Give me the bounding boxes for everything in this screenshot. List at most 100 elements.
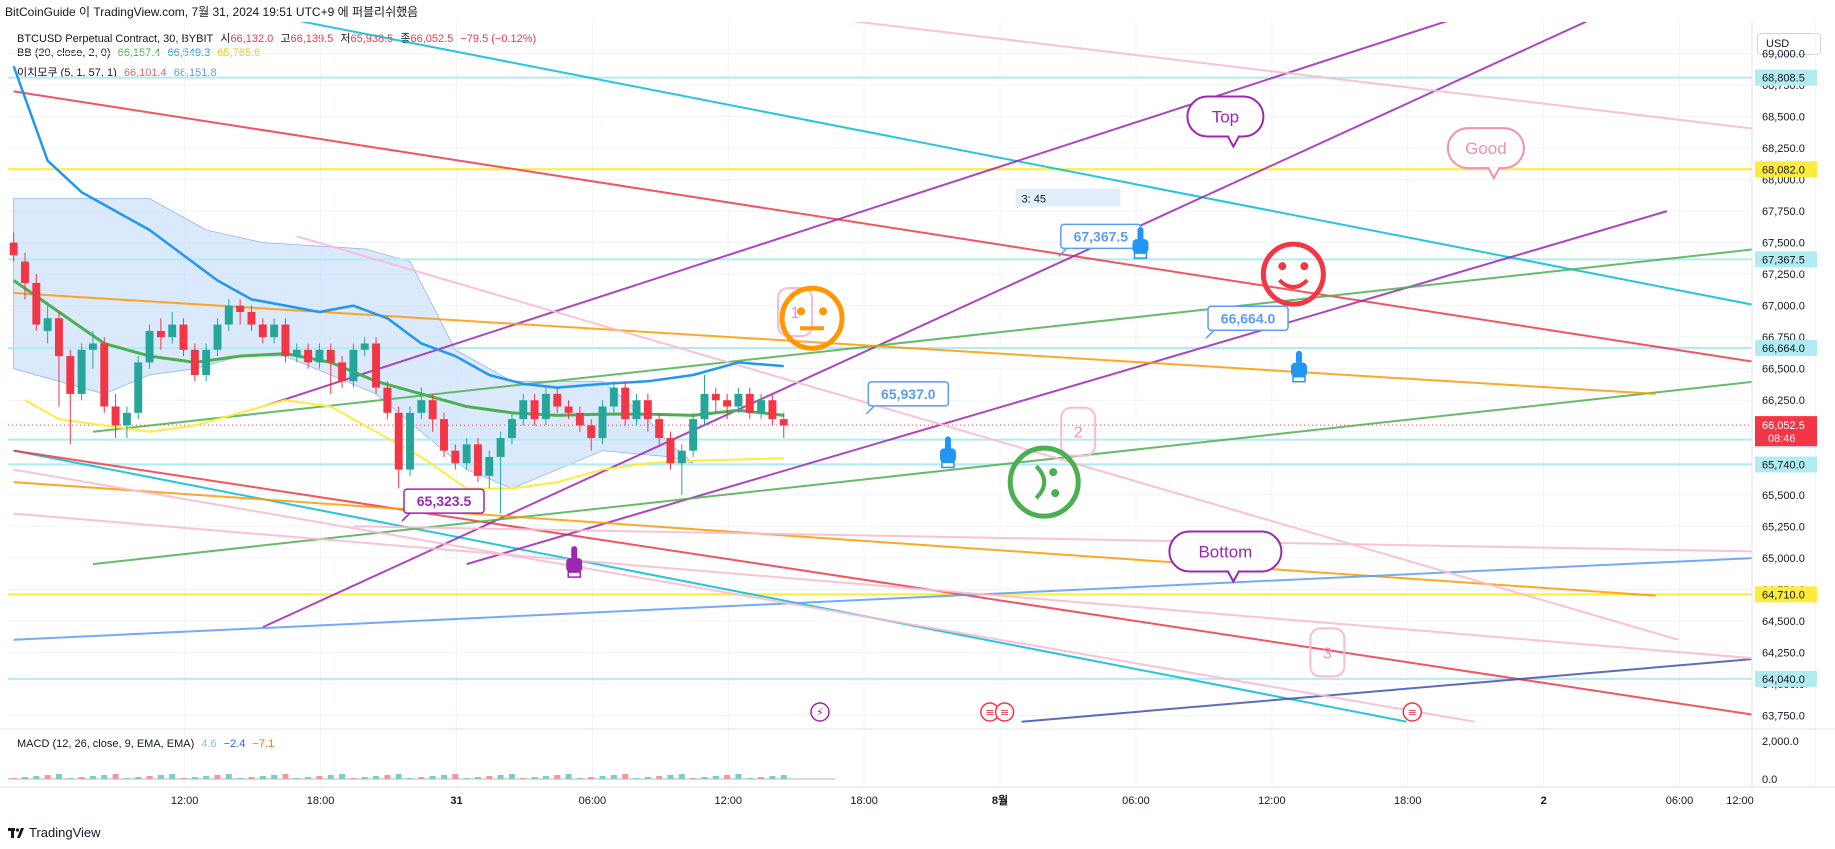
candle (292, 343, 301, 363)
currency-label: USD (1766, 38, 1790, 50)
trend-line-red-down-2 (13, 449, 1752, 716)
macd-histogram-bar (259, 776, 266, 779)
macd-histogram-bar (339, 774, 346, 779)
event-icon-circle (810, 702, 830, 722)
candle-body (338, 362, 347, 382)
candle (440, 412, 448, 457)
legend-macd-row: MACD (12, 26, close, 9, EMA, EMA) 4.6 −2… (17, 738, 274, 750)
price-level-tag-box (1755, 670, 1817, 687)
legend-close: 66,052.5 (410, 33, 454, 45)
price-tick-label: 64,250.0 (1762, 647, 1805, 659)
candle (349, 343, 358, 388)
candle-body (779, 419, 788, 426)
candle-body (66, 356, 75, 394)
event-icon-glyph: ≡ (985, 706, 994, 719)
trend-line-navy-up (1021, 658, 1752, 723)
horizontal-levels (8, 76, 1752, 680)
speech-bubble-text: Top (1212, 108, 1239, 127)
trend-line-pink-3 (13, 468, 1475, 723)
candle-body (711, 393, 720, 401)
tradingview-brand[interactable]: TradingView (8, 825, 101, 840)
event-icon-glyph: ⚡ (816, 706, 824, 719)
candle-body (304, 349, 313, 363)
candle-body (168, 324, 177, 338)
legend-ichimoku-a: 66,101.4 (123, 67, 167, 79)
legend-ichimoku-name[interactable]: 이치모쿠 (5, 1, 57, 1) (17, 67, 117, 79)
candle-body (145, 330, 154, 363)
macd-histogram-bar (225, 774, 232, 779)
price-level-tag: 68,082.0 (1755, 161, 1817, 178)
time-axis[interactable]: 12:00 18:00 31 06:00 12:00 18:00 8월 06:00 12:00 1… (0, 786, 1835, 807)
candle (530, 393, 539, 426)
candle (745, 387, 754, 420)
candle (485, 450, 494, 489)
candle-body (360, 343, 369, 350)
candle-body (474, 444, 482, 476)
macd-histogram-bar (384, 775, 391, 779)
legend-symbol[interactable]: BTCUSD Perpetual Contract, 30, BYBIT (17, 33, 214, 45)
price-tick-label: 67,750.0 (1762, 206, 1805, 218)
smile-face-icon (1260, 241, 1326, 307)
candle (270, 318, 279, 344)
macd-histogram-bar (157, 775, 164, 779)
candle-body (213, 324, 222, 350)
macd-histogram-bar (293, 778, 300, 779)
macd-histogram-bar (656, 776, 663, 779)
candle (394, 406, 403, 489)
currency-selector[interactable]: USD (1757, 33, 1821, 55)
current-price-tag-box (1755, 416, 1817, 447)
candle-body (700, 393, 709, 420)
annotation-price-callout: 67,367.5 (1058, 223, 1142, 257)
price-level-tag-box (1755, 251, 1817, 268)
hand-cuff (1292, 375, 1306, 383)
macd-histogram-bar (610, 775, 617, 779)
price-tick-label: 64,500.0 (1762, 616, 1805, 628)
candle-body (9, 242, 18, 256)
legend-bb-name[interactable]: BB (20, close, 2, 0) (17, 47, 111, 59)
candle-body (77, 349, 86, 394)
legend-open-label: 시 (220, 33, 231, 45)
macd-histogram-bar (21, 777, 28, 779)
candle-body (224, 305, 233, 325)
tradingview-logo-icon (8, 827, 24, 838)
price-tick-label: 67,250.0 (1762, 269, 1805, 281)
price-callout-box (403, 488, 485, 514)
macd-histogram-bar (67, 778, 74, 779)
candle (360, 337, 369, 357)
time-tick-label: 06:00 (1666, 795, 1694, 807)
macd-histogram-bar (712, 776, 719, 779)
price-tick-label: 68,250.0 (1762, 143, 1805, 155)
legend-macd-hist: 4.6 (201, 738, 217, 750)
legend-open: 66,132.0 (230, 33, 274, 45)
candle-body (190, 349, 199, 375)
candle-body (575, 412, 584, 426)
candle-body (326, 349, 335, 363)
annotation-number-box: 2 (1060, 406, 1097, 457)
legend-macd-name[interactable]: MACD (12, 26, close, 9, EMA, EMA) (17, 738, 195, 750)
face-eye (819, 307, 828, 316)
macd-histogram-bar (735, 774, 742, 779)
candle (202, 343, 211, 382)
time-tick-label: 18:00 (850, 795, 878, 807)
candle (281, 318, 290, 363)
macd-histogram-bar (305, 777, 312, 779)
legend-macd-signal: −7.1 (252, 738, 275, 750)
price-callout-text: 65,937.0 (881, 386, 936, 402)
macd-histogram-bar (520, 778, 527, 779)
price-level-tag-text: 65,740.0 (1762, 460, 1805, 472)
candle-body (440, 419, 448, 451)
candle (507, 412, 516, 445)
face-eye (1300, 262, 1309, 271)
candle-body (179, 324, 188, 350)
candle (677, 444, 686, 495)
candle (258, 318, 267, 344)
macd-histogram-bar (112, 774, 119, 779)
macd-histogram-bar (565, 774, 572, 779)
event-lightning-icon: ⚡ (810, 702, 830, 722)
candle (383, 381, 392, 420)
candle (564, 400, 573, 420)
macd-tick-label: 0.0 (1762, 774, 1777, 786)
number-box-text: 3 (1323, 645, 1332, 662)
macd-histogram-bar (701, 777, 708, 779)
